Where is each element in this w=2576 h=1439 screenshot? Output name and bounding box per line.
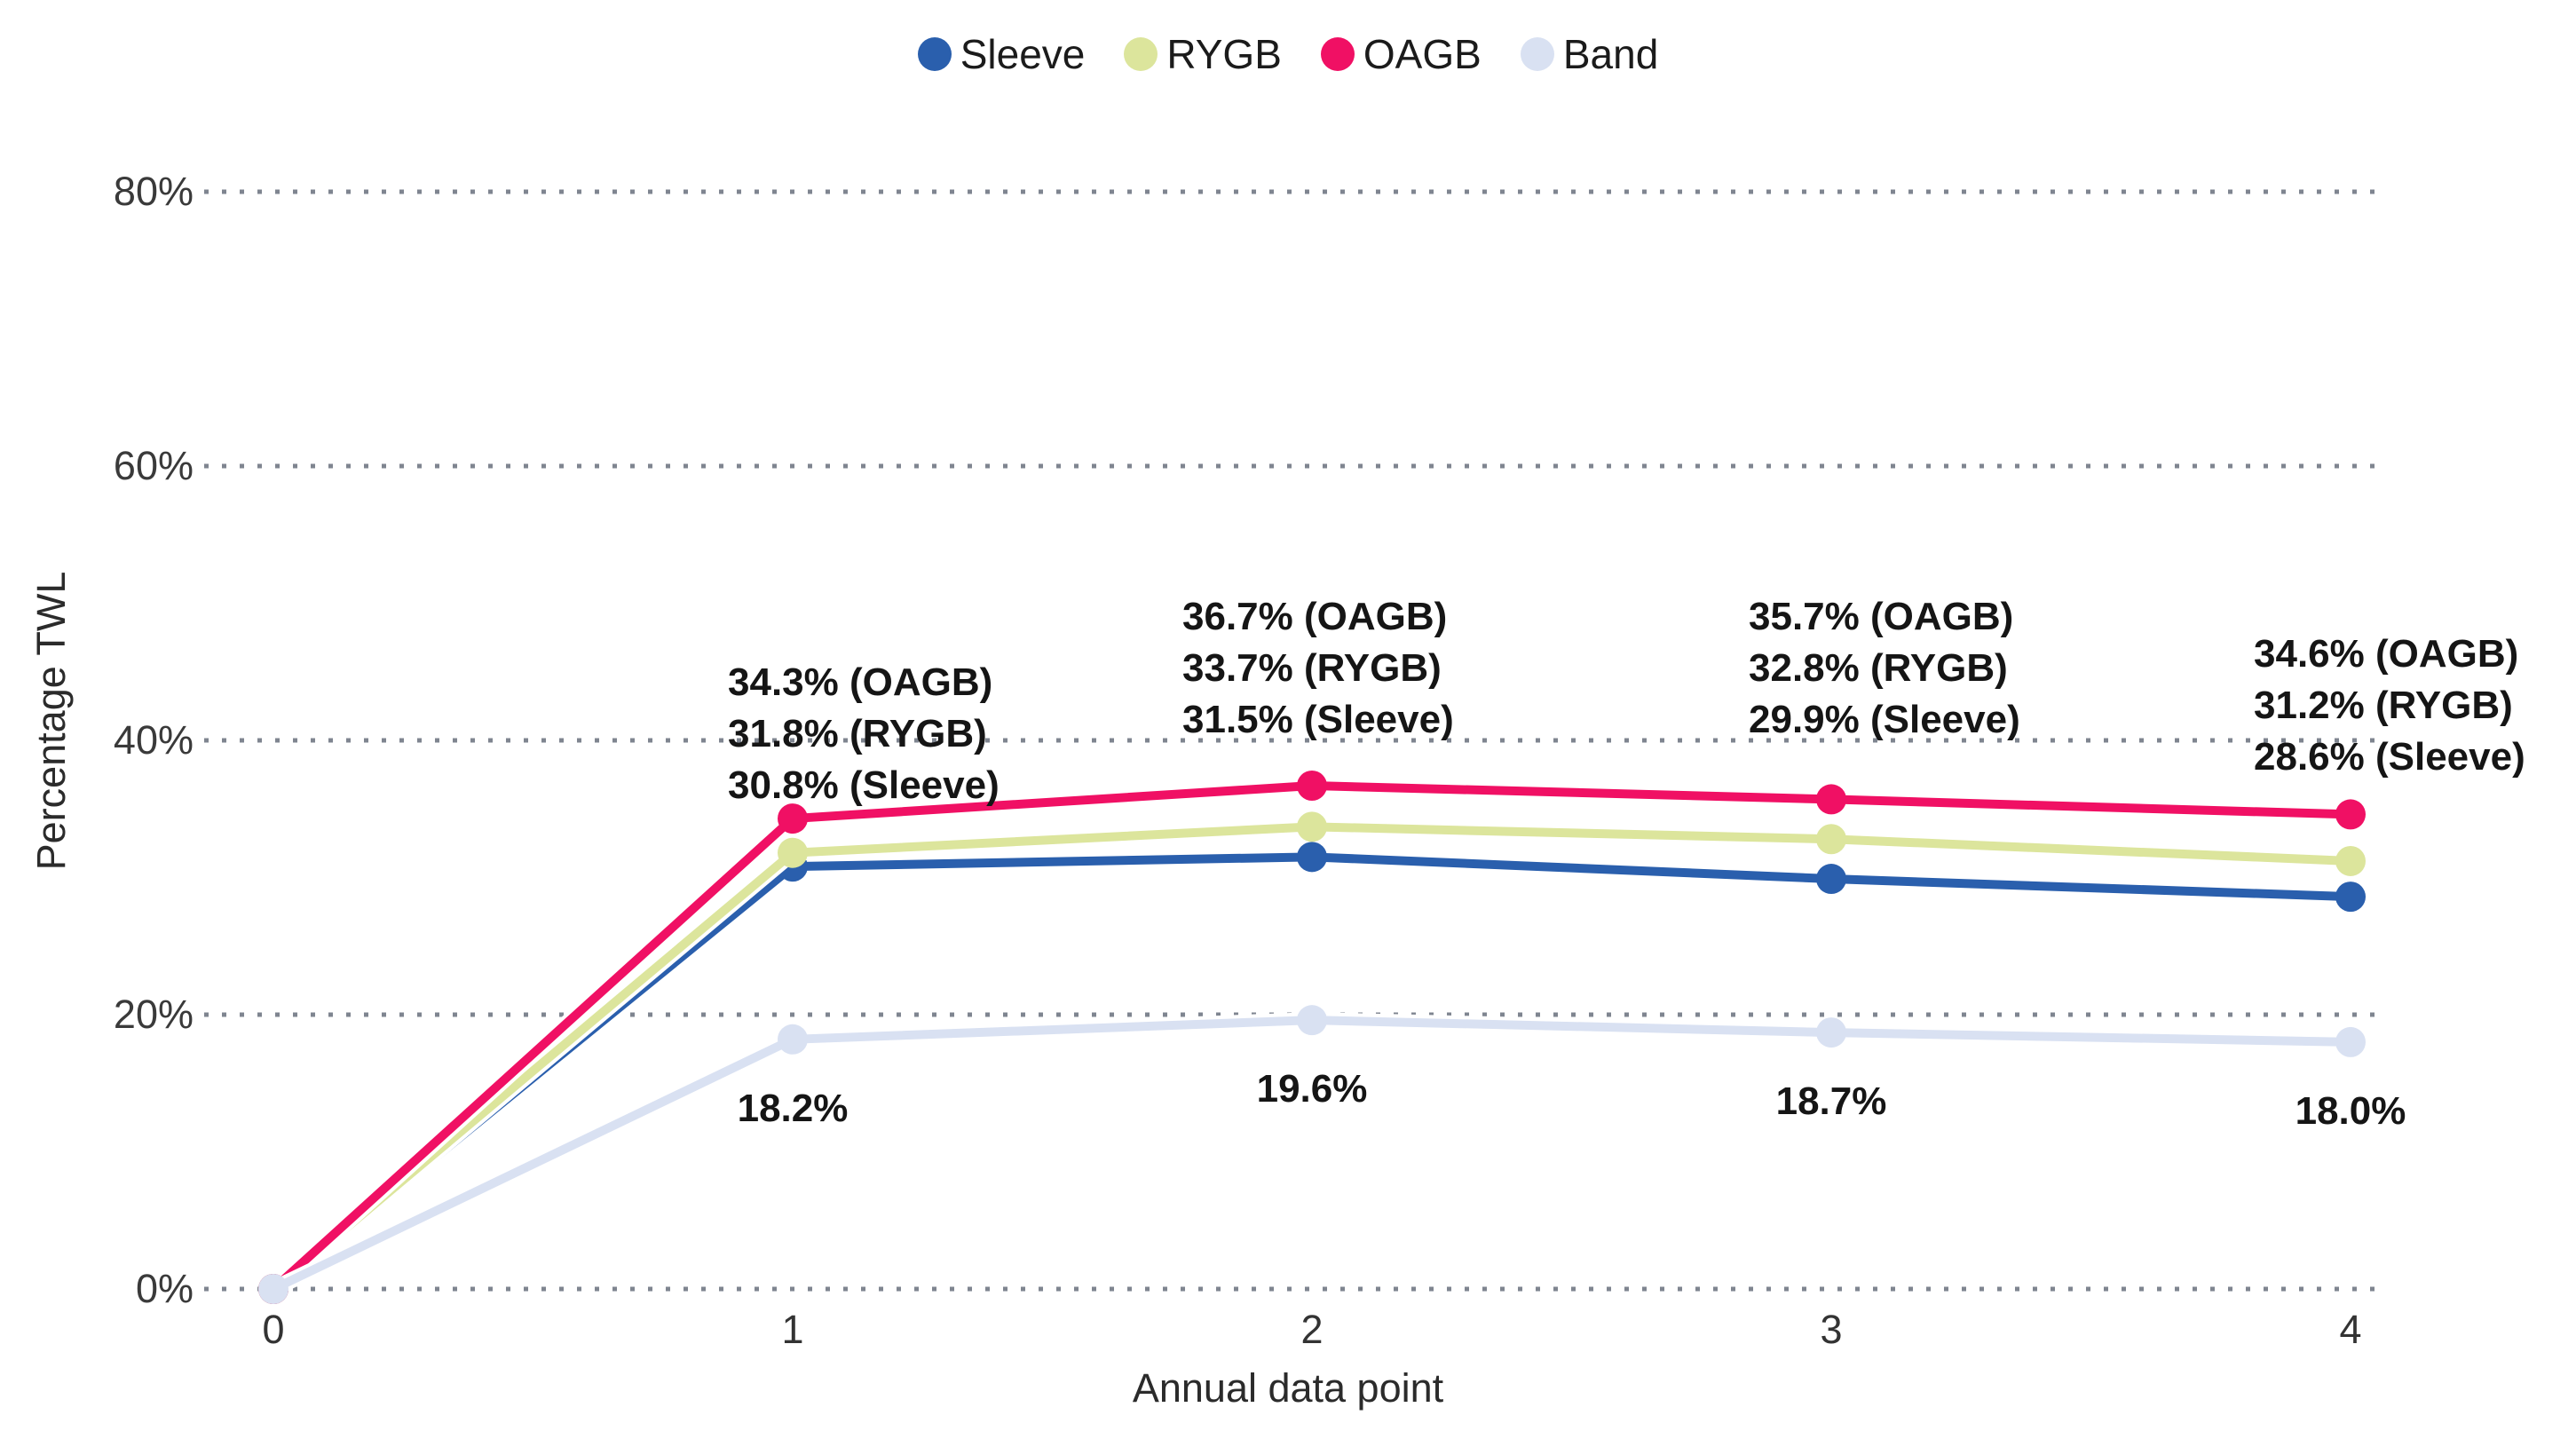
data-point-oagb-x2 [1297, 770, 1327, 801]
annotation-line: 33.7% (RYGB) [1182, 646, 1442, 690]
y-tick-label-60%: 60% [113, 443, 194, 488]
legend-item-oagb: OAGB [1320, 30, 1482, 78]
data-point-oagb-x4 [2335, 799, 2366, 830]
series-halo-band [265, 1012, 2359, 1297]
annotation-line: 31.5% (Sleeve) [1182, 698, 1454, 741]
y-tick-label-40%: 40% [113, 717, 194, 763]
series-halo-rygb [265, 818, 2359, 1297]
legend-marker-band-icon [1520, 37, 1554, 71]
data-point-rygb-x2 [1297, 811, 1327, 842]
y-tick-label-80%: 80% [113, 169, 194, 214]
legend-label-sleeve: Sleeve [960, 31, 1086, 77]
data-point-sleeve-x4 [2335, 882, 2366, 913]
annotation-line: 32.8% (RYGB) [1749, 646, 2008, 690]
annotation-line: 30.8% (Sleeve) [728, 763, 1000, 807]
legend-item-rygb: RYGB [1124, 30, 1282, 78]
legend-label-band: Band [1562, 31, 1659, 77]
x-tick-label-0: 0 [262, 1307, 285, 1352]
data-point-rygb-x1 [778, 837, 808, 868]
legend-marker-rygb-icon [1124, 37, 1158, 71]
annotation-line: 28.6% (Sleeve) [2254, 735, 2525, 779]
data-point-rygb-x3 [1816, 824, 1846, 855]
data-point-band-x2 [1297, 1005, 1327, 1036]
band-value-label-x2: 19.6% [1256, 1067, 1368, 1111]
y-tick-label-20%: 20% [113, 992, 194, 1037]
data-point-band-x0 [258, 1274, 288, 1304]
legend-marker-oagb-icon [1320, 37, 1355, 71]
data-point-band-x3 [1816, 1017, 1846, 1048]
annotation-line: 29.9% (Sleeve) [1749, 698, 2020, 741]
data-point-rygb-x4 [2335, 845, 2366, 876]
annotation-line: 35.7% (OAGB) [1749, 595, 2014, 638]
x-tick-label-1: 1 [781, 1307, 804, 1352]
annotation-line: 36.7% (OAGB) [1182, 595, 1448, 638]
data-point-sleeve-x3 [1816, 864, 1846, 895]
annotation-block-x1: 34.3% (OAGB) 31.8% (RYGB) 30.8% (Sleeve) [728, 657, 1000, 811]
x-tick-label-4: 4 [2339, 1307, 2362, 1352]
annotation-line: 31.2% (RYGB) [2254, 684, 2513, 727]
data-point-oagb-x1 [778, 803, 808, 834]
annotation-line: 34.6% (OAGB) [2254, 632, 2519, 676]
annotation-block-x3: 35.7% (OAGB) 32.8% (RYGB) 29.9% (Sleeve) [1749, 591, 2020, 746]
x-tick-label-2: 2 [1300, 1307, 1324, 1352]
annotation-line: 34.3% (OAGB) [728, 660, 993, 704]
annotation-block-x2: 36.7% (OAGB) 33.7% (RYGB) 31.5% (Sleeve) [1182, 591, 1454, 746]
legend-item-band: Band [1520, 30, 1659, 78]
chart-legend: Sleeve RYGB OAGB Band [0, 30, 2576, 78]
y-tick-label-0%: 0% [135, 1266, 194, 1311]
band-value-label-x4: 18.0% [2295, 1088, 2406, 1133]
annotation-line: 31.8% (RYGB) [728, 712, 987, 755]
series-line-rygb [269, 822, 2355, 1293]
legend-label-oagb: OAGB [1363, 31, 1482, 77]
band-value-label-x3: 18.7% [1775, 1079, 1887, 1124]
annotation-block-x4: 34.6% (OAGB) 31.2% (RYGB) 28.6% (Sleeve) [2254, 629, 2525, 783]
data-point-band-x4 [2335, 1026, 2366, 1057]
band-value-label-x1: 18.2% [737, 1086, 849, 1130]
x-tick-label-3: 3 [1820, 1307, 1843, 1352]
x-axis-title: Annual data point [1132, 1365, 1444, 1411]
legend-marker-sleeve-icon [917, 37, 952, 71]
legend-label-rygb: RYGB [1166, 31, 1282, 77]
data-point-band-x1 [778, 1024, 808, 1055]
series-line-band [269, 1016, 2355, 1293]
legend-item-sleeve: Sleeve [917, 30, 1086, 78]
data-point-sleeve-x2 [1297, 842, 1327, 873]
data-point-oagb-x3 [1816, 784, 1846, 815]
